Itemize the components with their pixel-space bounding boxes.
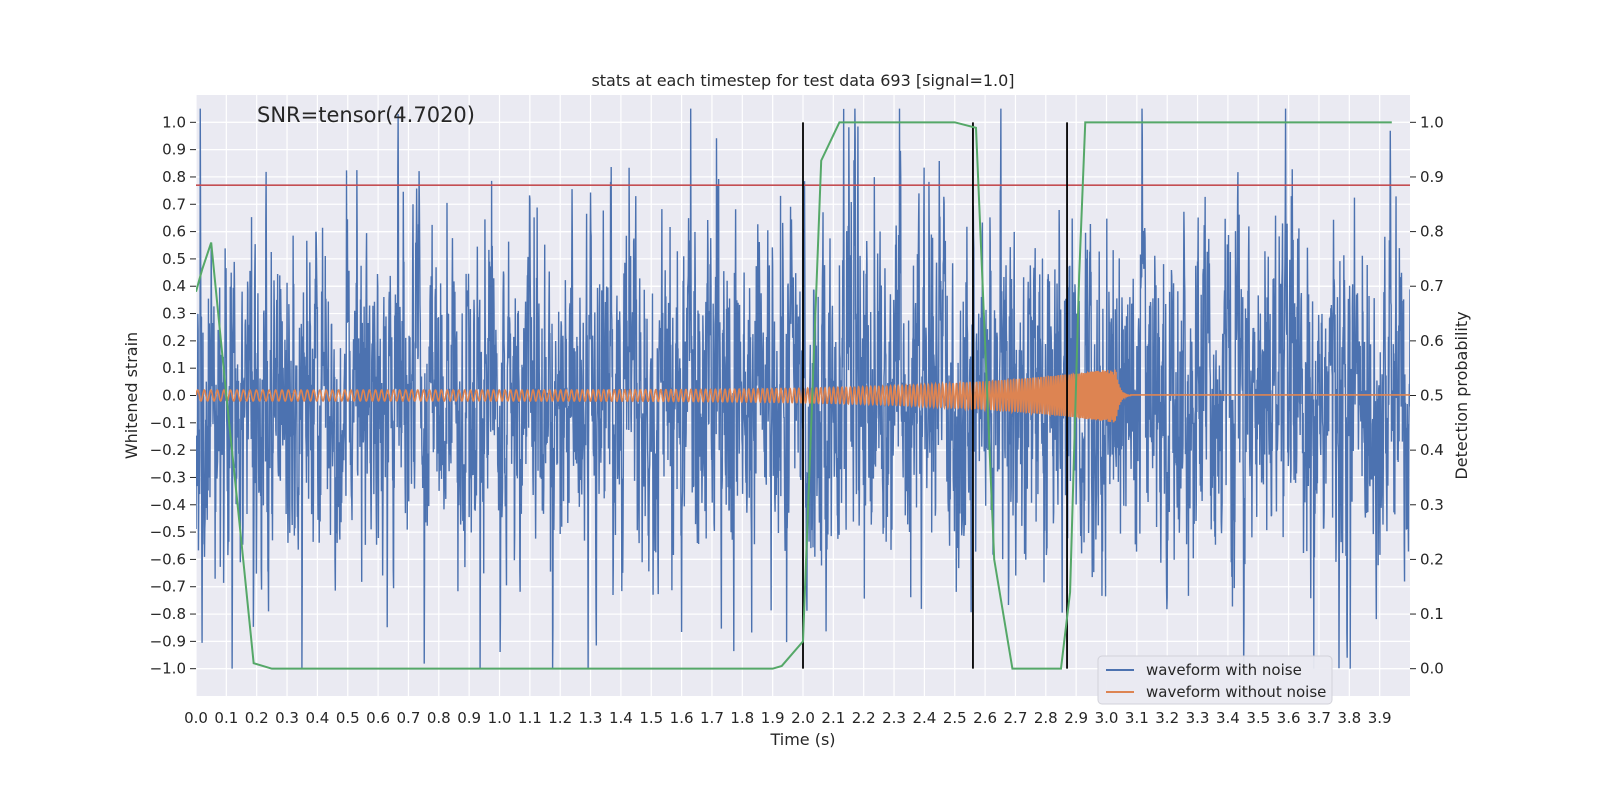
y-tick-label: 0.9 bbox=[162, 141, 186, 159]
x-tick-label: 1.0 bbox=[488, 709, 512, 727]
x-tick-label: 1.5 bbox=[639, 709, 663, 727]
legend: waveform with noise waveform without nois… bbox=[1097, 655, 1333, 705]
x-tick-label: 2.7 bbox=[1004, 709, 1028, 727]
chart-title: stats at each timestep for test data 693… bbox=[591, 71, 1014, 90]
x-tick-label: 0.6 bbox=[366, 709, 390, 727]
x-axis-label: Time (s) bbox=[769, 730, 835, 749]
x-tick-label: 2.9 bbox=[1064, 709, 1088, 727]
y2-tick-label: 0.7 bbox=[1420, 277, 1444, 295]
x-tick-label: 0.7 bbox=[397, 709, 421, 727]
x-tick-label: 1.6 bbox=[670, 709, 694, 727]
x-tick-label: 0.2 bbox=[245, 709, 269, 727]
legend-entry: waveform without noise bbox=[1146, 683, 1326, 701]
x-tick-label: 0.5 bbox=[336, 709, 360, 727]
x-tick-label: 1.1 bbox=[518, 709, 542, 727]
y-tick-label: 0.0 bbox=[162, 387, 186, 405]
y2-tick-label: 0.4 bbox=[1420, 441, 1444, 459]
x-tick-label: 1.9 bbox=[761, 709, 785, 727]
y-tick-label: −0.9 bbox=[150, 632, 186, 650]
x-tick-label: 2.2 bbox=[852, 709, 876, 727]
x-tick-label: 2.0 bbox=[791, 709, 815, 727]
x-tick-label: 1.7 bbox=[700, 709, 724, 727]
x-tick-label: 0.8 bbox=[427, 709, 451, 727]
plot-area bbox=[196, 108, 1410, 670]
x-tick-label: 3.2 bbox=[1155, 709, 1179, 727]
x-tick-label: 3.7 bbox=[1307, 709, 1331, 727]
x-tick-label: 2.6 bbox=[973, 709, 997, 727]
x-tick-label: 0.9 bbox=[457, 709, 481, 727]
y-tick-label: 0.2 bbox=[162, 332, 186, 350]
y-axis-label: Whitened strain bbox=[122, 332, 141, 459]
y-tick-label: −0.6 bbox=[150, 550, 186, 568]
snr-annotation: SNR=tensor(4.7020) bbox=[257, 103, 475, 127]
y2-tick-label: 0.5 bbox=[1420, 387, 1444, 405]
y-tick-label: 0.1 bbox=[162, 359, 186, 377]
x-tick-label: 3.1 bbox=[1125, 709, 1149, 727]
y-tick-label: −0.4 bbox=[150, 496, 186, 514]
x-tick-label: 3.8 bbox=[1337, 709, 1361, 727]
x-tick-label: 3.0 bbox=[1095, 709, 1119, 727]
y2-tick-label: 0.8 bbox=[1420, 223, 1444, 241]
series-detection-probability bbox=[196, 121, 1392, 670]
y-tick-label: −0.8 bbox=[150, 605, 186, 623]
y-tick-label: 0.7 bbox=[162, 195, 186, 213]
y-tick-label: −0.7 bbox=[150, 578, 186, 596]
x-tick-label: 2.8 bbox=[1034, 709, 1058, 727]
y-tick-label: 0.8 bbox=[162, 168, 186, 186]
y-tick-label: 0.6 bbox=[162, 223, 186, 241]
x-tick-label: 0.4 bbox=[305, 709, 329, 727]
x-tick-label: 0.3 bbox=[275, 709, 299, 727]
x-tick-label: 2.3 bbox=[882, 709, 906, 727]
x-tick-label: 1.3 bbox=[579, 709, 603, 727]
y-tick-label: 0.4 bbox=[162, 277, 186, 295]
y2-tick-label: 0.3 bbox=[1420, 496, 1444, 514]
y2-tick-label: 1.0 bbox=[1420, 113, 1444, 131]
y-tick-label: 0.3 bbox=[162, 305, 186, 323]
legend-entry: waveform with noise bbox=[1146, 661, 1302, 679]
x-tick-label: 3.9 bbox=[1368, 709, 1392, 727]
axes: 0.0 0.1 0.2 0.3 0.4 0.5 0.6 0.7 0.8 0.9 1.0 1.1 1.2 1… bbox=[150, 113, 1444, 727]
y-tick-label: −1.0 bbox=[150, 660, 186, 678]
y2-tick-label: 0.6 bbox=[1420, 332, 1444, 350]
y-tick-label: 0.5 bbox=[162, 250, 186, 268]
x-tick-label: 3.3 bbox=[1186, 709, 1210, 727]
y-tick-label: 1.0 bbox=[162, 113, 186, 131]
y-tick-label: −0.5 bbox=[150, 523, 186, 541]
y2-axis-label: Detection probability bbox=[1452, 311, 1471, 479]
x-tick-label: 0.1 bbox=[214, 709, 238, 727]
x-tick-label: 1.2 bbox=[548, 709, 572, 727]
x-tick-label: 3.6 bbox=[1277, 709, 1301, 727]
y2-tick-label: 0.0 bbox=[1420, 660, 1444, 678]
x-tick-label: 1.8 bbox=[730, 709, 754, 727]
x-tick-label: 2.1 bbox=[821, 709, 845, 727]
y2-tick-label: 0.1 bbox=[1420, 605, 1444, 623]
x-tick-label: 1.4 bbox=[609, 709, 633, 727]
x-tick-label: 3.4 bbox=[1216, 709, 1240, 727]
y-tick-label: −0.3 bbox=[150, 468, 186, 486]
x-tick-label: 3.5 bbox=[1246, 709, 1270, 727]
x-tick-label: 2.4 bbox=[912, 709, 936, 727]
legend-box bbox=[1097, 655, 1333, 705]
y2-tick-label: 0.2 bbox=[1420, 550, 1444, 568]
x-tick-label: 0.0 bbox=[184, 709, 208, 727]
y-tick-label: −0.2 bbox=[150, 441, 186, 459]
y2-tick-label: 0.9 bbox=[1420, 168, 1444, 186]
y-tick-label: −0.1 bbox=[150, 414, 186, 432]
x-tick-label: 2.5 bbox=[943, 709, 967, 727]
